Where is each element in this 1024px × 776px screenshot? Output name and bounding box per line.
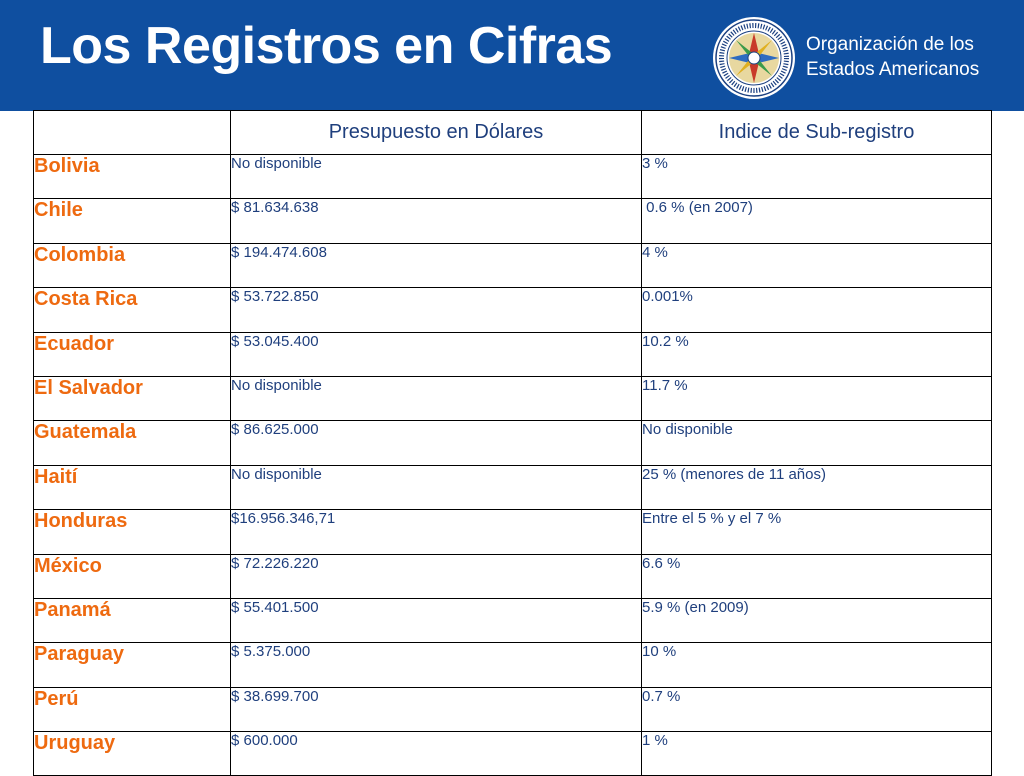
budget-cell: $16.956.346,71 [230,509,642,555]
budget-cell: $ 600.000 [230,731,642,776]
index-cell: 11.7 % [641,375,992,422]
org-name-line2: Estados Americanos [806,59,980,80]
table-row: Bolivia No disponible 3 % [33,153,992,200]
country-cell: Bolivia [33,153,231,200]
country-cell: Ecuador [33,331,231,377]
oas-seal-icon [713,17,795,99]
index-cell: 4 % [641,242,992,289]
page-title: Los Registros en Cifras [40,17,613,75]
table-row: Honduras $16.956.346,71 Entre el 5 % y e… [33,509,992,555]
country-cell: Costa Rica [33,287,231,333]
table-row: México $ 72.226.220 6.6 % [33,553,992,599]
country-cell: Honduras [33,509,231,555]
budget-cell: $ 5.375.000 [230,642,642,688]
country-cell: Haití [33,464,231,511]
table-row: Paraguay $ 5.375.000 10 % [33,642,992,688]
budget-cell: $ 72.226.220 [230,553,642,599]
index-cell: 6.6 % [641,553,992,599]
budget-cell: No disponible [230,153,642,200]
budget-cell: $ 86.625.000 [230,420,642,466]
country-cell: Chile [33,198,231,244]
index-cell: 10 % [641,642,992,688]
country-cell: El Salvador [33,375,231,422]
org-name: Organización de los Estados Americanos [806,32,979,82]
table-row: Panamá $ 55.401.500 5.9 % (en 2009) [33,597,992,644]
budget-cell: $ 53.045.400 [230,331,642,377]
index-cell: 0.7 % [641,686,992,733]
index-cell: Entre el 5 % y el 7 % [641,509,992,555]
budget-cell: No disponible [230,464,642,511]
table-row: Colombia $ 194.474.608 4 % [33,242,992,289]
index-cell: 10.2 % [641,331,992,377]
budget-cell: $ 81.634.638 [230,198,642,244]
budget-cell: $ 38.699.700 [230,686,642,733]
country-cell: México [33,553,231,599]
table-row: Guatemala $ 86.625.000 No disponible [33,420,992,466]
budget-cell: No disponible [230,375,642,422]
table-row: El Salvador No disponible 11.7 % [33,375,992,422]
column-header-budget: Presupuesto en Dólares [230,110,642,155]
country-cell: Paraguay [33,642,231,688]
country-cell: Uruguay [33,731,231,776]
table-row: Costa Rica $ 53.722.850 0.001% [33,287,992,333]
country-cell: Perú [33,686,231,733]
budget-cell: $ 53.722.850 [230,287,642,333]
column-header-country [33,110,231,155]
table-row: Uruguay $ 600.000 1 % [33,731,992,776]
budget-cell: $ 194.474.608 [230,242,642,289]
index-cell: No disponible [641,420,992,466]
table-row: Perú $ 38.699.700 0.7 % [33,686,992,733]
index-cell: 5.9 % (en 2009) [641,597,992,644]
registros-table: Presupuesto en Dólares Indice de Sub-reg… [33,110,992,776]
budget-cell: $ 55.401.500 [230,597,642,644]
index-cell: 3 % [641,153,992,200]
org-name-line1: Organización de los [806,34,974,55]
index-cell: 0.6 % (en 2007) [641,198,992,244]
index-cell: 1 % [641,731,992,776]
country-cell: Panamá [33,597,231,644]
header-bar: Los Registros en Cifras Organización de … [0,0,1024,111]
column-header-index: Indice de Sub-registro [641,110,992,155]
table-row: Chile $ 81.634.638 0.6 % (en 2007) [33,198,992,244]
table-row: Haití No disponible 25 % (menores de 11 … [33,464,992,511]
table-row: Ecuador $ 53.045.400 10.2 % [33,331,992,377]
table-header-row: Presupuesto en Dólares Indice de Sub-reg… [33,110,992,155]
index-cell: 0.001% [641,287,992,333]
country-cell: Colombia [33,242,231,289]
country-cell: Guatemala [33,420,231,466]
index-cell: 25 % (menores de 11 años) [641,464,992,511]
